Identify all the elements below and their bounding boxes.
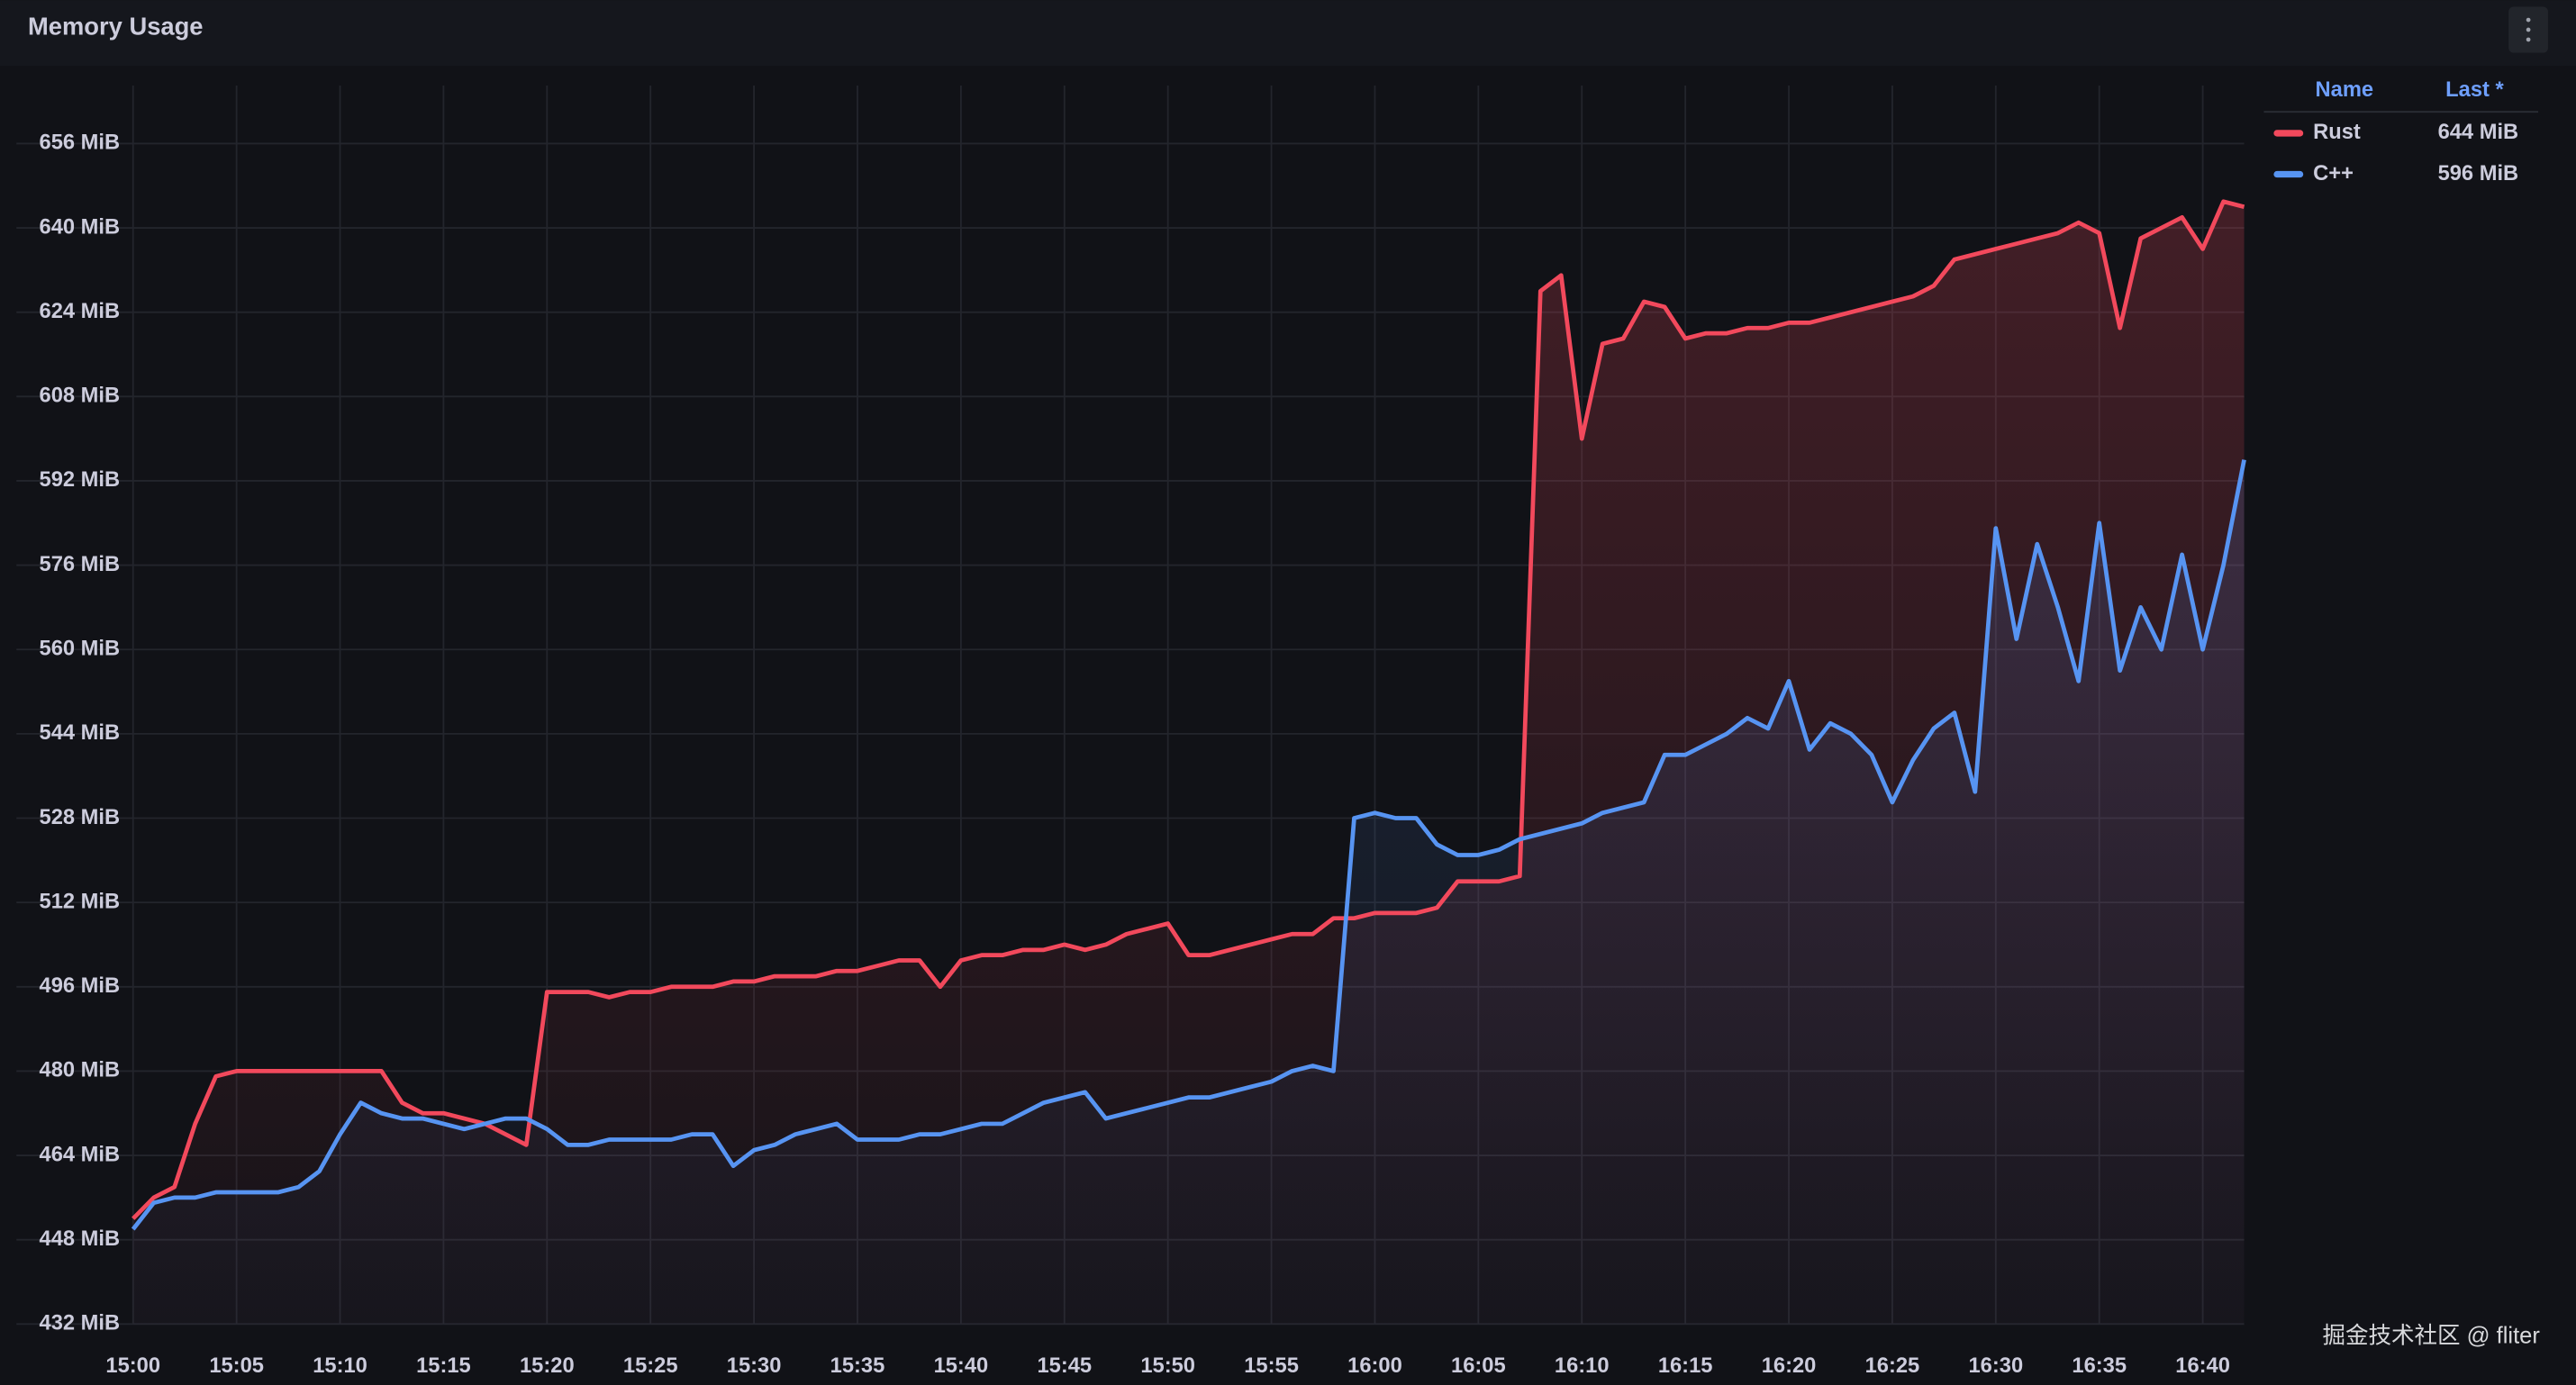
watermark: 掘金技术社区 @ fliter [2322,1324,2540,1349]
legend-header-name[interactable]: Name [2316,78,2374,102]
x-tick-label: 16:40 [2175,1354,2230,1378]
y-tick-label: 544 MiB [40,721,121,745]
x-tick-label: 15:00 [105,1354,160,1378]
x-tick-label: 15:45 [1037,1354,1092,1378]
legend-value: 644 MiB [2438,121,2519,144]
y-tick-label: 480 MiB [40,1059,121,1082]
y-tick-label: 528 MiB [40,806,121,829]
x-tick-label: 15:20 [520,1354,575,1378]
menu-dot [2526,17,2531,23]
y-tick-label: 576 MiB [40,553,121,576]
y-tick-label: 512 MiB [40,890,121,913]
x-tick-label: 15:25 [623,1354,678,1378]
x-tick-label: 15:55 [1244,1354,1299,1378]
x-tick-label: 15:35 [830,1354,885,1378]
menu-dot [2526,37,2531,42]
panel-header [0,0,2576,67]
panel-menu[interactable] [2508,6,2548,53]
chart-title: Memory Usage [28,12,204,40]
area [132,459,2245,1325]
x-tick-label: 16:20 [1762,1354,1817,1378]
x-tick-label: 16:15 [1658,1354,1713,1378]
x-tick-label: 16:30 [1969,1354,2024,1378]
x-tick-label: 16:05 [1451,1354,1506,1378]
y-tick-label: 560 MiB [40,637,121,660]
legend-header-last[interactable]: Last * [2445,78,2504,102]
plot-area: 432 MiB 448 MiB 464 MiB 480 MiB 496 MiB 512 M… [16,86,2246,1378]
line [131,459,2246,1231]
y-tick-label: 640 MiB [40,215,121,239]
y-tick-label: 496 MiB [40,974,121,998]
y-tick-label: 624 MiB [40,300,121,323]
y-tick-label: 464 MiB [40,1143,121,1166]
x-tick-label: 15:15 [416,1354,471,1378]
x-tick-label: 16:10 [1555,1354,1610,1378]
x-tick-label: 16:25 [1865,1354,1920,1378]
legend-label[interactable]: C++ [2313,162,2354,186]
x-tick-label: 16:35 [2072,1354,2127,1378]
legend-value: 596 MiB [2438,162,2519,186]
menu-dot [2526,27,2531,32]
y-tick-label: 608 MiB [40,385,121,408]
x-tick-label: 15:50 [1140,1354,1195,1378]
x-tick-label: 15:30 [727,1354,782,1378]
x-tick-label: 15:10 [313,1354,367,1378]
x-tick-label: 15:05 [209,1354,264,1378]
x-tick-label: 15:40 [934,1354,989,1378]
y-tick-label: 656 MiB [40,131,121,155]
y-tick-label: 432 MiB [40,1312,121,1335]
x-tick-label: 16:00 [1347,1354,1402,1378]
y-tick-label: 592 MiB [40,468,121,492]
y-tick-label: 448 MiB [40,1227,121,1251]
legend-label[interactable]: Rust [2313,121,2361,144]
